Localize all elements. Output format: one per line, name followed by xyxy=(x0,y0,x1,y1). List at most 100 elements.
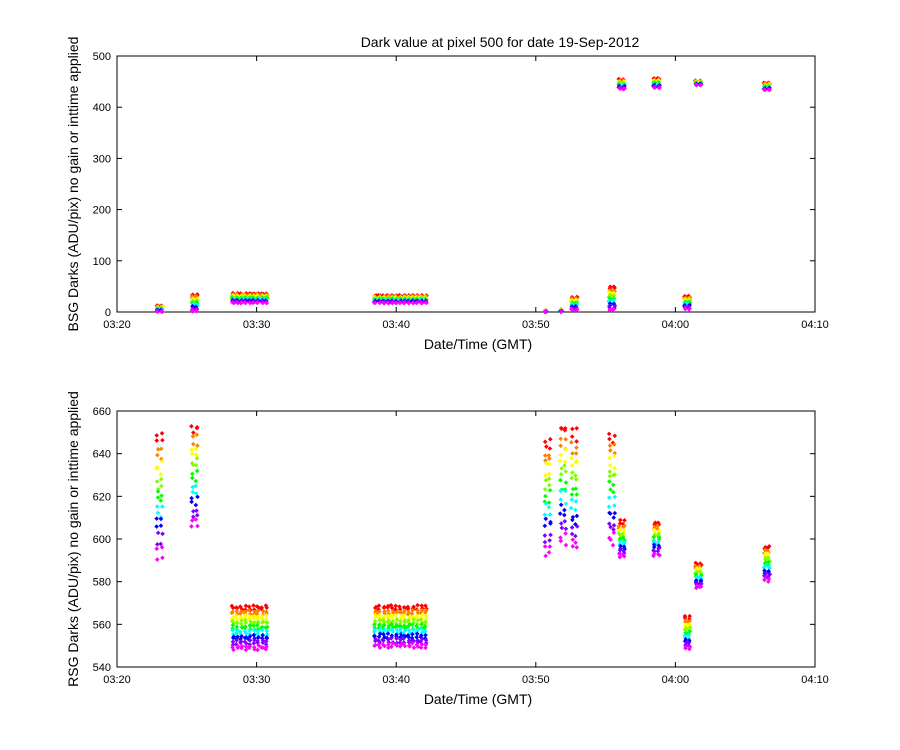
rsg-data-point xyxy=(606,431,612,437)
rsg-data-point xyxy=(548,532,553,538)
rsg-data-point xyxy=(607,511,613,516)
rsg-data-point xyxy=(263,625,268,630)
rsg-data-point xyxy=(244,641,249,646)
rsg-data-point xyxy=(558,471,564,477)
bsg-data-points xyxy=(154,75,773,315)
bsg-data-point xyxy=(762,87,768,93)
rsg-data-point xyxy=(189,460,195,466)
rsg-data-point xyxy=(393,612,398,618)
bsg-data-point xyxy=(697,82,703,88)
rsg-data-point xyxy=(683,640,689,645)
rsg-data-point xyxy=(159,431,165,436)
bsg-x-tick-label: 04:10 xyxy=(801,319,829,331)
rsg-data-point xyxy=(155,530,161,536)
bsg-data-point xyxy=(194,298,200,303)
rsg-data-point xyxy=(546,476,552,482)
rsg-data-point xyxy=(255,635,261,640)
bsg-data-point xyxy=(190,306,196,312)
bsg-y-tick-label: 0 xyxy=(105,307,111,319)
rsg-data-point xyxy=(154,557,160,562)
bsg-x-tick-label: 03:40 xyxy=(382,319,410,331)
rsg-data-point xyxy=(563,542,569,548)
bsg-data-point xyxy=(193,294,199,300)
rsg-data-point xyxy=(699,562,704,568)
rsg-data-point xyxy=(377,645,383,651)
rsg-data-point xyxy=(766,559,771,565)
rsg-data-point xyxy=(230,639,236,645)
rsg-data-point xyxy=(252,647,257,652)
rsg-data-point xyxy=(546,461,552,467)
bsg-data-point xyxy=(686,307,692,312)
rsg-data-point xyxy=(410,608,415,613)
rsg-data-point xyxy=(385,631,391,637)
rsg-data-point xyxy=(381,629,386,634)
rsg-data-point xyxy=(573,533,578,539)
rsg-data-point xyxy=(231,647,236,653)
rsg-data-point xyxy=(389,627,395,633)
rsg-data-point xyxy=(687,628,693,634)
rsg-data-point xyxy=(381,622,387,628)
rsg-data-point xyxy=(611,442,617,447)
rsg-data-point xyxy=(568,505,574,511)
rsg-data-point xyxy=(574,439,579,444)
bsg-data-point xyxy=(397,300,403,306)
bsg-data-point xyxy=(193,308,199,314)
rsg-data-point xyxy=(406,627,412,633)
rsg-data-point xyxy=(411,604,416,610)
bsg-data-point xyxy=(254,300,260,306)
rsg-data-point xyxy=(542,533,548,538)
rsg-data-point xyxy=(243,620,248,625)
rsg-data-point xyxy=(569,440,574,445)
rsg-data-point xyxy=(264,605,270,610)
rsg-data-point xyxy=(546,504,552,510)
rsg-data-point xyxy=(402,608,407,613)
rsg-data-point xyxy=(607,479,612,484)
rsg-data-point xyxy=(394,643,400,648)
rsg-data-point xyxy=(557,458,563,463)
rsg-data-point xyxy=(656,546,661,551)
rsg-data-point xyxy=(573,473,578,478)
bsg-data-point xyxy=(401,300,407,306)
rsg-data-point xyxy=(569,463,575,468)
rsg-data-point xyxy=(229,610,235,616)
rsg-data-point xyxy=(559,466,564,471)
rsg-data-point xyxy=(380,624,386,630)
rsg-data-point xyxy=(393,603,398,609)
rsg-data-point xyxy=(612,510,618,516)
bsg-data-point xyxy=(389,300,395,306)
rsg-data-point xyxy=(611,453,617,459)
rsg-data-point xyxy=(230,628,235,633)
rsg-data-point xyxy=(401,630,406,636)
rsg-data-point xyxy=(608,487,613,492)
rsg-data-point xyxy=(558,488,563,494)
rsg-data-point xyxy=(190,471,195,477)
rsg-data-point xyxy=(189,524,194,529)
rsg-data-point xyxy=(543,473,548,478)
rsg-data-point xyxy=(762,557,768,562)
rsg-data-point xyxy=(683,645,688,651)
rsg-data-point xyxy=(611,527,616,532)
rsg-data-point xyxy=(414,634,419,640)
rsg-data-point xyxy=(558,443,563,449)
rsg-data-point xyxy=(242,635,248,641)
rsg-data-point xyxy=(607,521,612,527)
rsg-data-point xyxy=(611,515,617,520)
rsg-data-point xyxy=(607,473,613,479)
rsg-data-point xyxy=(415,602,420,608)
rsg-data-point xyxy=(699,581,704,587)
rsg-data-point xyxy=(656,522,662,527)
rsg-data-point xyxy=(254,622,260,628)
rsg-data-point xyxy=(610,542,616,548)
rsg-data-point xyxy=(194,425,200,431)
bsg-y-tick-label: 200 xyxy=(93,205,111,217)
rsg-y-tick-label: 660 xyxy=(93,406,111,418)
rsg-data-point xyxy=(611,530,617,535)
rsg-data-point xyxy=(189,451,195,456)
rsg-data-point xyxy=(394,636,399,641)
rsg-data-point xyxy=(372,629,377,635)
rsg-data-point xyxy=(401,610,406,616)
bsg-y-axis-label: BSG Darks (ADU/pix) no gain or inttime a… xyxy=(65,37,81,332)
rsg-data-point xyxy=(376,634,382,640)
rsg-data-point xyxy=(766,579,771,584)
